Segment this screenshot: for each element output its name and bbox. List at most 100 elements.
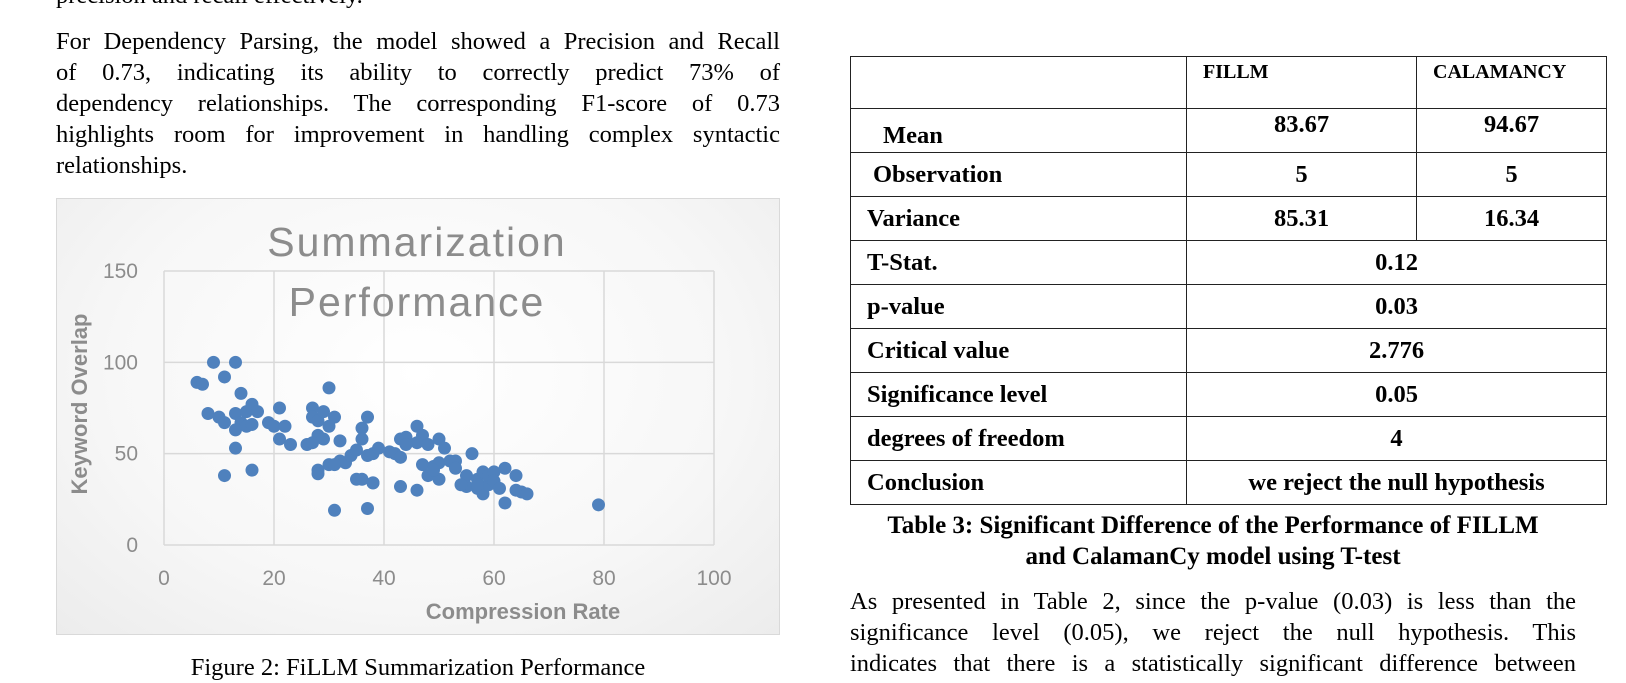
y-tick-label: 150 [103, 260, 138, 283]
paragraph-line: significance level (0.05), we reject the… [850, 619, 1576, 646]
row-label: p-value [850, 284, 1187, 329]
paragraph-line: indicates that there is a statistically … [850, 650, 1576, 677]
data-point [498, 461, 512, 475]
data-point [311, 467, 325, 481]
data-point [355, 421, 369, 435]
data-point [410, 436, 424, 450]
paragraph-line: dependency relationships. The correspond… [56, 90, 780, 117]
dependency-parsing-paragraph: For Dependency Parsing, the model showed… [56, 26, 780, 181]
data-point [273, 432, 286, 446]
row-label: Significance level [850, 372, 1187, 417]
data-point [229, 441, 242, 455]
row-label: Observation [850, 152, 1187, 197]
analysis-paragraph: As presented in Table 2, since the p-val… [850, 586, 1576, 679]
y-tick-label: 50 [115, 443, 138, 466]
table-caption-line: and CalamanCy model using T-test [1025, 543, 1401, 570]
data-point [361, 501, 374, 515]
data-point [498, 496, 512, 510]
table-row: Critical value 2.776 [850, 328, 1607, 373]
merged-value-cell: 0.12 [1186, 240, 1607, 285]
data-point [421, 438, 435, 452]
data-point [509, 469, 523, 483]
cell-fillm: 85.31 [1186, 196, 1417, 241]
figure-caption: Figure 2: FiLLM Summarization Performanc… [190, 654, 646, 681]
table-row: degrees of freedom 4 [850, 416, 1607, 461]
data-point [284, 438, 297, 452]
table-row: T-Stat. 0.12 [850, 240, 1607, 285]
data-point [317, 432, 330, 446]
data-point [306, 436, 319, 450]
merged-value-cell: 4 [1186, 416, 1607, 461]
data-point [234, 386, 248, 400]
row-label: T-Stat. [850, 240, 1187, 285]
header-cell-fillm: FILLM [1186, 56, 1417, 109]
table-row: Mean 83.67 94.67 [850, 108, 1607, 153]
chart-title-line-1: Summarization [267, 219, 566, 265]
data-point [410, 483, 424, 497]
merged-value-cell: we reject the null hypothesis [1186, 460, 1607, 505]
data-point [355, 472, 369, 486]
data-point [366, 476, 380, 490]
data-point [218, 416, 231, 430]
paragraph-line: For Dependency Parsing, the model showed… [56, 28, 780, 55]
x-tick-label: 60 [482, 567, 505, 590]
data-point [438, 441, 451, 455]
data-point [207, 355, 220, 369]
data-point [394, 480, 407, 494]
data-point [449, 461, 462, 475]
data-point [273, 401, 286, 415]
cell-calamancy: 5 [1416, 152, 1607, 197]
x-tick-label: 20 [262, 567, 285, 590]
cell-calamancy: 16.34 [1416, 196, 1607, 241]
data-point [201, 406, 215, 420]
y-tick-label: 100 [103, 351, 138, 374]
chart-title-line-2: Performance [289, 279, 546, 325]
cell-fillm: 83.67 [1186, 108, 1417, 153]
data-point [251, 405, 264, 419]
x-tick-label: 80 [592, 567, 615, 590]
paragraph-line: of 0.73, indicating its ability to corre… [56, 59, 780, 86]
y-tick-label: 0 [126, 534, 138, 557]
cell-calamancy: 94.67 [1416, 108, 1607, 153]
data-point [471, 478, 484, 492]
row-label: Variance [850, 196, 1187, 241]
data-point [416, 458, 429, 472]
t-test-table: FILLM CALAMANCY Mean 83.67 94.67 Observa… [850, 56, 1607, 505]
data-point [306, 401, 319, 415]
table-row: Variance 85.31 16.34 [850, 196, 1607, 241]
data-point [322, 381, 336, 395]
data-point [394, 450, 407, 464]
data-point [333, 434, 347, 448]
merged-value-cell: 0.05 [1186, 372, 1607, 417]
data-point [245, 417, 259, 431]
data-point [267, 419, 281, 433]
row-label: Mean [850, 108, 1187, 153]
table-caption: Table 3: Significant Difference of the P… [850, 510, 1576, 572]
data-point [328, 503, 341, 517]
paragraph-line: As presented in Table 2, since the p-val… [850, 588, 1576, 615]
data-point [454, 478, 468, 492]
data-point [361, 410, 374, 424]
data-point [328, 458, 341, 472]
data-point [218, 469, 231, 483]
row-label: degrees of freedom [850, 416, 1187, 461]
chart-tick-labels: 0 50 100 150 0 20 40 60 80 100 [103, 260, 732, 590]
x-tick-label: 100 [696, 567, 731, 590]
cell-fillm: 5 [1186, 152, 1417, 197]
data-point [520, 487, 534, 501]
chart-points [190, 355, 605, 517]
data-point [322, 419, 336, 433]
merged-value-cell: 2.776 [1186, 328, 1607, 373]
header-cell-calamancy: CALAMANCY [1416, 56, 1607, 109]
data-point [245, 463, 259, 477]
data-point [465, 447, 479, 461]
data-point [592, 498, 605, 512]
data-point [218, 370, 231, 384]
x-tick-label: 0 [158, 567, 170, 590]
data-point [229, 423, 242, 437]
table-row: p-value 0.03 [850, 284, 1607, 329]
x-tick-label: 40 [372, 567, 395, 590]
table-row: Significance level 0.05 [850, 372, 1607, 417]
data-point [350, 443, 363, 457]
data-point [399, 438, 413, 452]
